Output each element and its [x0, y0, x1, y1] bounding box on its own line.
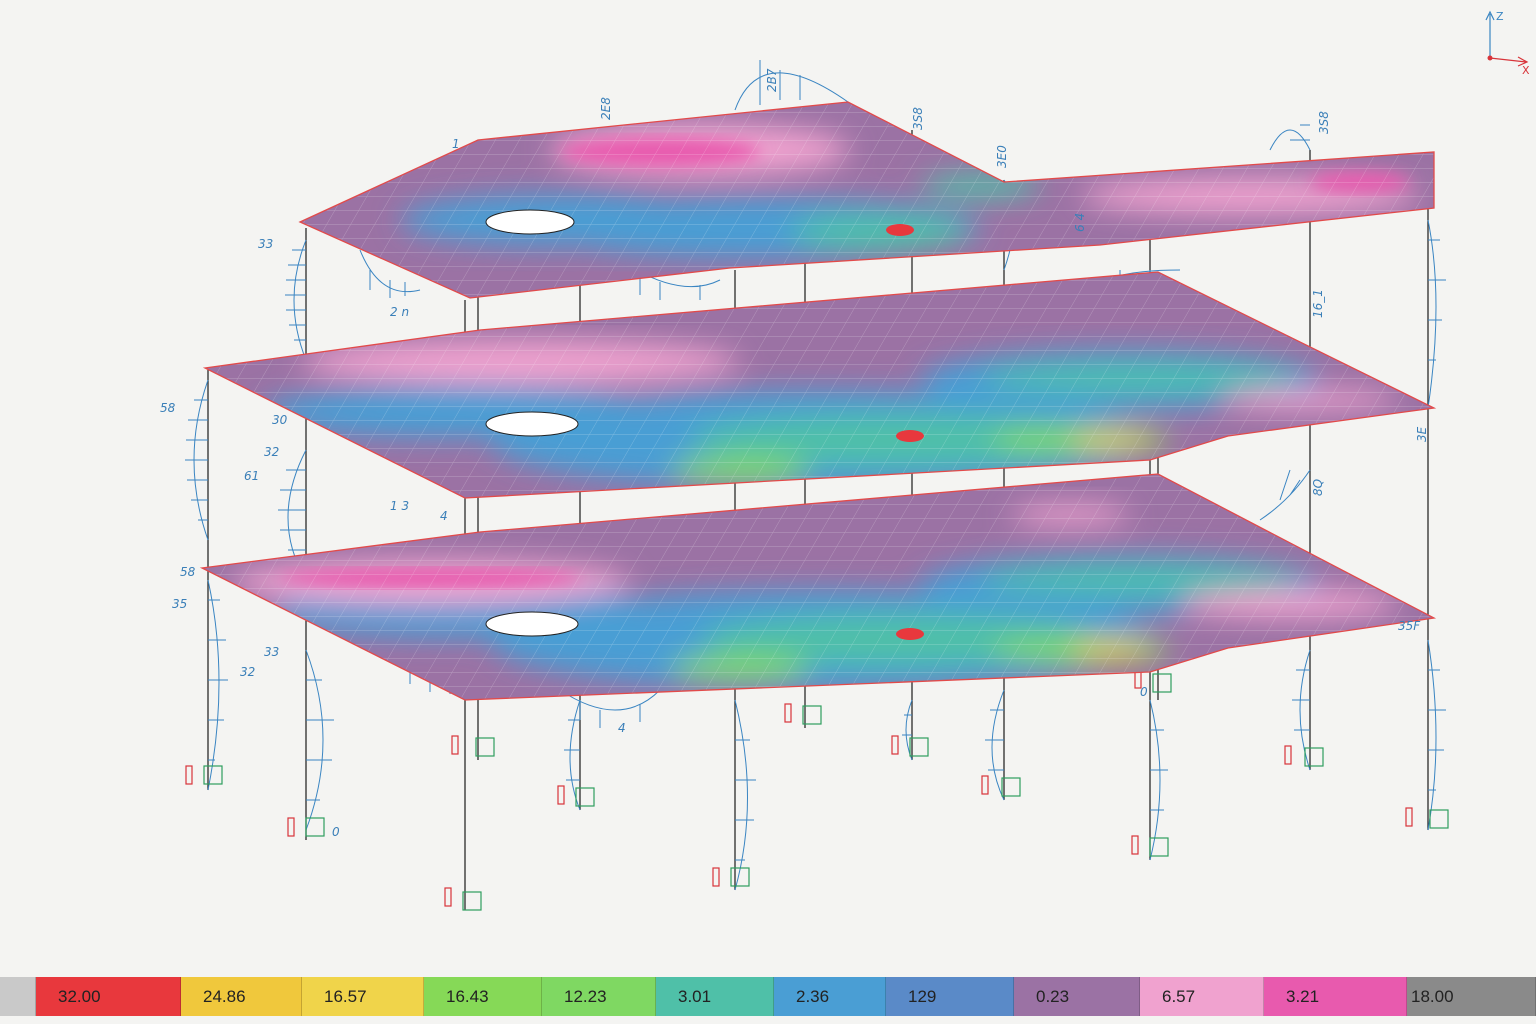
- support-symbols: [185, 669, 1449, 911]
- legend-value: 3.01: [678, 986, 712, 1006]
- legend-swatch: [0, 977, 36, 1016]
- result-color-legend: 32.00 24.86 16.57 16.43 12.23 3.01 2.36 …: [0, 977, 1536, 1016]
- member-label: 0: [332, 825, 340, 839]
- member-label: 3E0: [995, 145, 1009, 168]
- member-label: 8Q: [1311, 479, 1325, 496]
- x-axis-label: X: [1522, 64, 1530, 74]
- legend-value: 24.86: [203, 986, 246, 1006]
- member-label: 2 n: [390, 305, 409, 319]
- legend-value: 12.23: [564, 986, 607, 1006]
- legend-value: 0.23: [1036, 986, 1070, 1006]
- member-label: 58: [180, 565, 196, 579]
- legend-value: 32.00: [58, 986, 101, 1006]
- member-label: 1: [452, 137, 460, 151]
- legend-value: 18.00: [1411, 986, 1454, 1006]
- legend-swatch: 12.23: [542, 977, 656, 1016]
- member-label: 33: [258, 237, 273, 251]
- legend-swatch: 129: [886, 977, 1014, 1016]
- legend-value: 129: [908, 986, 937, 1006]
- member-label: 35F: [1398, 619, 1421, 633]
- member-labels: 33 2 n 58 30 61 32 58 35 33 32 1 3 0 4 2…: [160, 68, 1429, 839]
- member-label: 4: [618, 721, 626, 735]
- member-label: 6 4: [1073, 213, 1087, 232]
- member-label: 16_1: [1311, 289, 1325, 318]
- member-label: 58: [160, 401, 176, 415]
- member-label: 0: [1140, 685, 1148, 699]
- member-label: 33: [264, 645, 279, 659]
- member-label: 3S8: [1317, 111, 1331, 134]
- legend-value: 16.57: [324, 986, 367, 1006]
- z-axis-label: Z: [1496, 10, 1504, 23]
- legend-value: 2.36: [796, 986, 830, 1006]
- member-label: 3S8: [911, 107, 925, 130]
- legend-value: 6.57: [1162, 986, 1196, 1006]
- legend-swatch: 16.57: [302, 977, 424, 1016]
- slab-level-1[interactable]: [199, 473, 1437, 701]
- legend-swatch: 32.00: [36, 977, 181, 1016]
- legend-swatch: 18.00: [1407, 977, 1536, 1016]
- x-axis-icon: [1489, 57, 1527, 63]
- member-label: 2E8: [599, 97, 613, 120]
- member-label: 35: [172, 597, 187, 611]
- member-label: 32: [240, 665, 255, 679]
- legend-swatch: 6.57: [1140, 977, 1264, 1016]
- slab-level-2[interactable]: [202, 271, 1437, 499]
- legend-swatch: 0.23: [1014, 977, 1140, 1016]
- legend-swatch: 2.36: [774, 977, 886, 1016]
- axis-triad: Z X: [1474, 8, 1534, 77]
- member-label: 4: [440, 509, 448, 523]
- legend-swatch: 16.43: [424, 977, 542, 1016]
- member-label: 61: [244, 469, 259, 483]
- member-label: 2B7: [765, 68, 779, 92]
- member-label: 32: [264, 445, 279, 459]
- legend-value: 3.21: [1286, 986, 1320, 1006]
- legend-swatch: 3.21: [1264, 977, 1407, 1016]
- member-label: 3E: [1415, 426, 1429, 442]
- slab-level-3[interactable]: [298, 101, 1435, 299]
- 3d-model-viewport[interactable]: 33 2 n 58 30 61 32 58 35 33 32 1 3 0 4 2…: [0, 0, 1536, 974]
- legend-value: 16.43: [446, 986, 489, 1006]
- legend-swatch: 24.86: [181, 977, 302, 1016]
- member-label: 30: [272, 413, 288, 427]
- member-label: 1 3: [390, 499, 409, 513]
- legend-swatch: 3.01: [656, 977, 774, 1016]
